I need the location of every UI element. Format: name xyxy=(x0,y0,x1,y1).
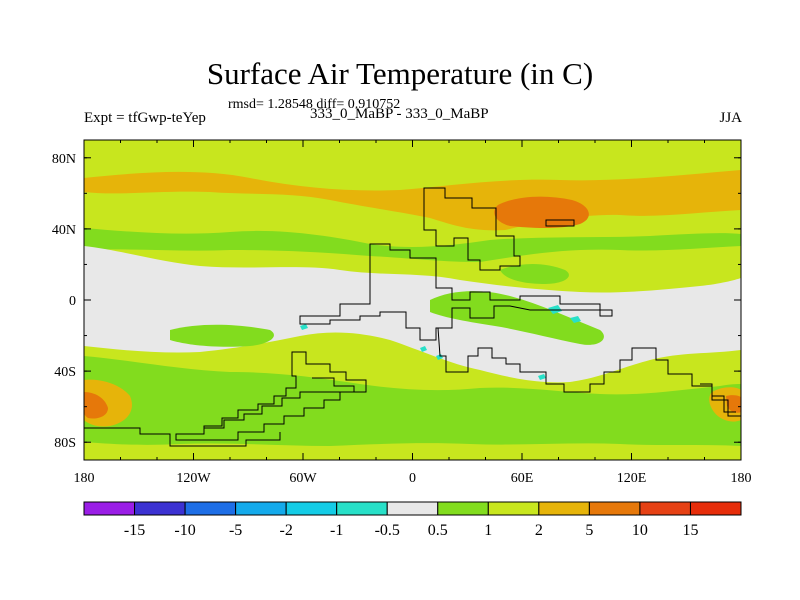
y-tick-label: 80N xyxy=(52,152,76,167)
colorbar-label: 5 xyxy=(585,522,593,539)
y-tick-label: 40S xyxy=(54,365,76,380)
chart-title: Surface Air Temperature (in C) xyxy=(206,56,594,91)
dark-orange-region-south-west xyxy=(84,392,108,419)
cyan-patch-2 xyxy=(570,316,581,323)
colorbar-label: -15 xyxy=(124,522,145,539)
coastlines xyxy=(84,187,741,447)
dark-orange-region-asia xyxy=(494,196,589,228)
cyan-patch-3 xyxy=(538,374,546,380)
y-tick-label: 40N xyxy=(52,223,76,238)
colorbar-label: 10 xyxy=(632,522,648,539)
green-patch-africa xyxy=(430,291,604,345)
colorbar-label: 2 xyxy=(535,522,543,539)
colorbar-box xyxy=(386,501,439,516)
green-patch-indian xyxy=(500,264,569,284)
colorbar-box xyxy=(83,501,136,516)
coastline-sw-landmass xyxy=(175,351,367,441)
x-tick-label: 120E xyxy=(617,471,647,486)
colorbar-box xyxy=(437,501,489,516)
colorbar-label: -1 xyxy=(330,522,343,539)
x-tick-label: 180 xyxy=(74,471,95,486)
coastline-central-landmass xyxy=(299,243,613,341)
colorbar-box xyxy=(336,501,388,516)
y-tick-label: 80S xyxy=(54,436,76,451)
green-region-south xyxy=(84,356,741,446)
coastline-sw-inner xyxy=(204,377,355,429)
green-patch-pacific xyxy=(170,324,274,347)
map-field xyxy=(84,140,741,460)
stats-text: rmsd= 1.28548 diff= 0.910752 xyxy=(228,97,401,112)
coastline-north-landmass xyxy=(423,187,521,271)
case-label: 333_0_MaBP - 333_0_MaBP xyxy=(310,106,489,122)
colorbar-label: -0.5 xyxy=(375,522,400,539)
cyan-patch-5 xyxy=(420,346,427,352)
green-region-north xyxy=(84,228,741,262)
y-tick-label: 0 xyxy=(69,294,76,309)
colorbar-box xyxy=(487,501,540,516)
colorbar-label: -10 xyxy=(174,522,195,539)
colorbar: -15 -10 -5 -2 -1 -0.5 0.5 1 2 5 10 15 xyxy=(83,501,742,539)
season-label: JJA xyxy=(719,110,742,126)
cyan-patch-4 xyxy=(300,324,308,330)
colorbar-box xyxy=(184,501,237,516)
x-tick-label: 60E xyxy=(511,471,534,486)
colorbar-box xyxy=(538,501,590,516)
dark-orange-region-south-east xyxy=(726,395,741,413)
experiment-label: Expt = tfGwp-teYep xyxy=(84,110,206,126)
colorbar-box xyxy=(639,501,691,516)
colorbar-box xyxy=(689,501,742,516)
colorbar-box xyxy=(134,501,186,516)
coastline-small-box xyxy=(545,219,575,227)
colorbar-label: 1 xyxy=(484,522,492,539)
colorbar-label: 0.5 xyxy=(428,522,448,539)
colorbar-box xyxy=(588,501,641,516)
coastline-southern-landmass xyxy=(437,327,741,417)
axes: 180 120W 60W 0 60E 120E 180 80N 40N 0 40S 80S xyxy=(52,140,752,486)
neutral-region-tropics xyxy=(84,246,741,383)
coastline-east-ridge xyxy=(700,383,736,413)
colorbar-label: -5 xyxy=(229,522,242,539)
x-tick-label: 0 xyxy=(409,471,416,486)
colorbar-box xyxy=(285,501,338,516)
colorbar-box xyxy=(235,501,287,516)
x-tick-label: 180 xyxy=(731,471,752,486)
x-tick-label: 120W xyxy=(176,471,211,486)
x-tick-label: 60W xyxy=(289,471,317,486)
colorbar-label: -2 xyxy=(279,522,292,539)
coastline-sw-south xyxy=(84,427,281,447)
colorbar-label: 15 xyxy=(682,522,698,539)
